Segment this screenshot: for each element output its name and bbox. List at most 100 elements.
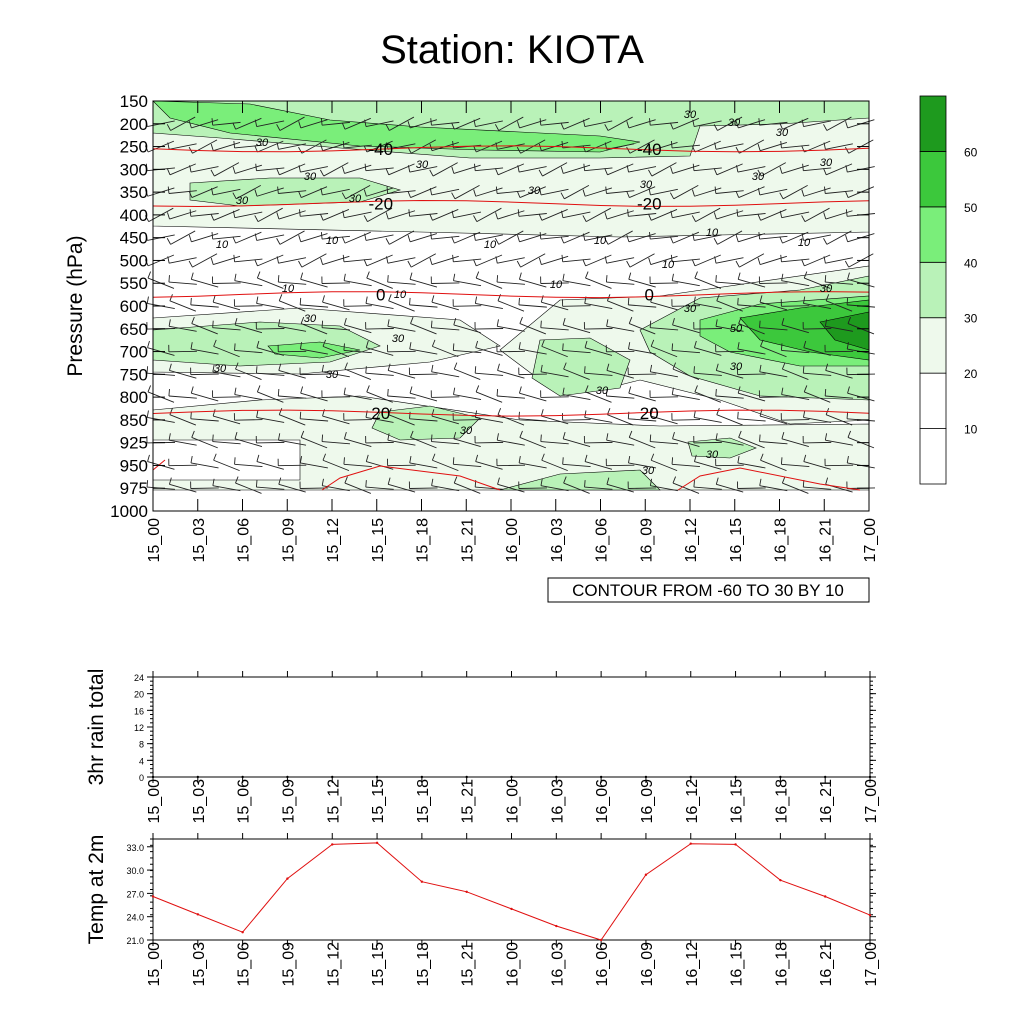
wind-barb-flag	[823, 142, 826, 150]
wind-barb-shaft	[169, 414, 197, 426]
wind-barb-flag	[410, 316, 414, 324]
wind-barb-flag	[757, 187, 761, 195]
data-point	[151, 775, 155, 779]
x-tick-label: 15_09	[280, 942, 297, 987]
wind-barb-flag	[276, 212, 280, 220]
humidity-contour-label: 30	[392, 333, 405, 345]
wind-barb-shaft	[344, 394, 372, 401]
temperature-contour-label: 0	[645, 286, 654, 305]
wind-barb-shaft	[168, 190, 197, 194]
wind-barb-shaft	[388, 210, 416, 220]
wind-barb-shaft	[519, 462, 547, 469]
wind-barb-flag	[779, 192, 784, 200]
wind-barb-flag	[429, 169, 434, 177]
wind-barb-shaft	[607, 300, 634, 312]
wind-barb-shaft	[781, 258, 810, 263]
wind-barb-flag	[692, 119, 695, 127]
wind-barb-flag	[628, 386, 632, 394]
wind-barb-shaft	[650, 415, 678, 425]
wind-barb-flag	[604, 256, 608, 264]
wind-barb-flag	[497, 408, 502, 415]
wind-barb-flag	[188, 234, 192, 242]
humidity-contour-label: 30	[706, 449, 719, 461]
wind-barb-flag	[781, 273, 784, 281]
wind-barb-flag	[299, 297, 302, 305]
wind-barb-flag	[145, 163, 148, 171]
wind-barb-shaft	[387, 190, 416, 194]
wind-barb-shaft	[475, 441, 504, 444]
wind-barb-shaft	[651, 162, 677, 177]
wind-barb-shaft	[367, 207, 393, 222]
wind-barb-shaft	[322, 235, 350, 240]
x-tick-label: 16_21	[818, 779, 835, 824]
x-tick-label: 15_15	[370, 942, 387, 987]
wind-barb-flag	[847, 316, 852, 324]
wind-barb-flag	[648, 187, 651, 195]
wind-barb-shaft	[825, 281, 854, 285]
wind-barb-shaft	[321, 282, 351, 284]
wind-barb-shaft	[606, 350, 635, 353]
wind-barb-flag	[825, 294, 830, 301]
wind-barb-flag	[497, 363, 500, 371]
wind-barb-flag	[801, 215, 806, 222]
wind-barb-shaft	[322, 141, 350, 152]
wind-barb-flag	[210, 143, 214, 151]
wind-barb-shaft	[739, 253, 765, 268]
x-tick-label: 17_00	[863, 942, 880, 987]
humidity-contour-label: 10	[394, 289, 407, 301]
y-tick-label: 950	[120, 456, 148, 475]
wind-barb-flag	[453, 273, 456, 281]
y-tick-label: 12	[134, 723, 144, 733]
wind-barb-flag	[409, 272, 413, 280]
wind-barb-shaft	[345, 185, 371, 200]
wind-barb-shaft	[693, 167, 722, 172]
wind-barb-shaft	[300, 323, 328, 335]
wind-barb-shaft	[234, 324, 263, 334]
x-tick-label: 16_09	[639, 942, 656, 987]
wind-barb-flag	[386, 256, 389, 264]
wind-barb-shaft	[629, 186, 656, 198]
wind-barb-shaft	[343, 305, 372, 307]
wind-barb-shaft	[475, 416, 503, 423]
wind-barb-shaft	[190, 418, 219, 422]
wind-barb-shaft	[387, 257, 416, 264]
wind-barb-flag	[363, 145, 368, 153]
wind-barb-shaft	[738, 323, 765, 335]
wind-barb-flag	[299, 411, 302, 419]
wind-barb-shaft	[344, 231, 371, 244]
wind-barb-shaft	[409, 278, 438, 288]
temperature-contour-label: 0	[376, 286, 385, 305]
wind-barb-flag	[803, 454, 807, 462]
x-tick-label: 16_03	[549, 518, 566, 563]
wind-barb-flag	[321, 320, 324, 328]
wind-barb-flag	[474, 163, 476, 171]
wind-barb-shaft	[169, 257, 197, 264]
wind-barb-shaft	[257, 140, 284, 153]
humidity-contour-label: 30	[460, 425, 473, 437]
wind-barb-shaft	[715, 350, 744, 353]
wind-barb-shaft	[825, 325, 853, 332]
wind-barb-shaft	[738, 233, 766, 243]
wind-barb-shaft	[301, 186, 328, 198]
wind-barb-flag	[846, 455, 849, 464]
wind-barb-flag	[847, 430, 852, 438]
wind-barb-flag	[582, 119, 586, 127]
x-tick-label: 15_03	[191, 518, 208, 563]
wind-barb-shaft	[650, 141, 678, 152]
wind-barb-flag	[387, 477, 391, 485]
wind-barb-shaft	[322, 301, 350, 311]
wind-barb-flag	[759, 478, 762, 486]
wind-barb-flag	[582, 189, 586, 197]
wind-barb-flag	[562, 457, 564, 465]
wind-barb-shaft	[192, 253, 218, 268]
wind-barb-flag	[387, 319, 390, 327]
wind-barb-shaft	[518, 487, 547, 489]
wind-barb-flag	[628, 342, 631, 350]
wind-barb-shaft	[803, 416, 832, 423]
wind-barb-shaft	[497, 483, 525, 493]
wind-barb-flag	[540, 409, 544, 417]
wind-barb-shaft	[190, 166, 219, 173]
wind-barb-shaft	[365, 167, 394, 172]
wind-barb-flag	[715, 363, 719, 371]
y-tick-label: 4	[139, 756, 144, 766]
